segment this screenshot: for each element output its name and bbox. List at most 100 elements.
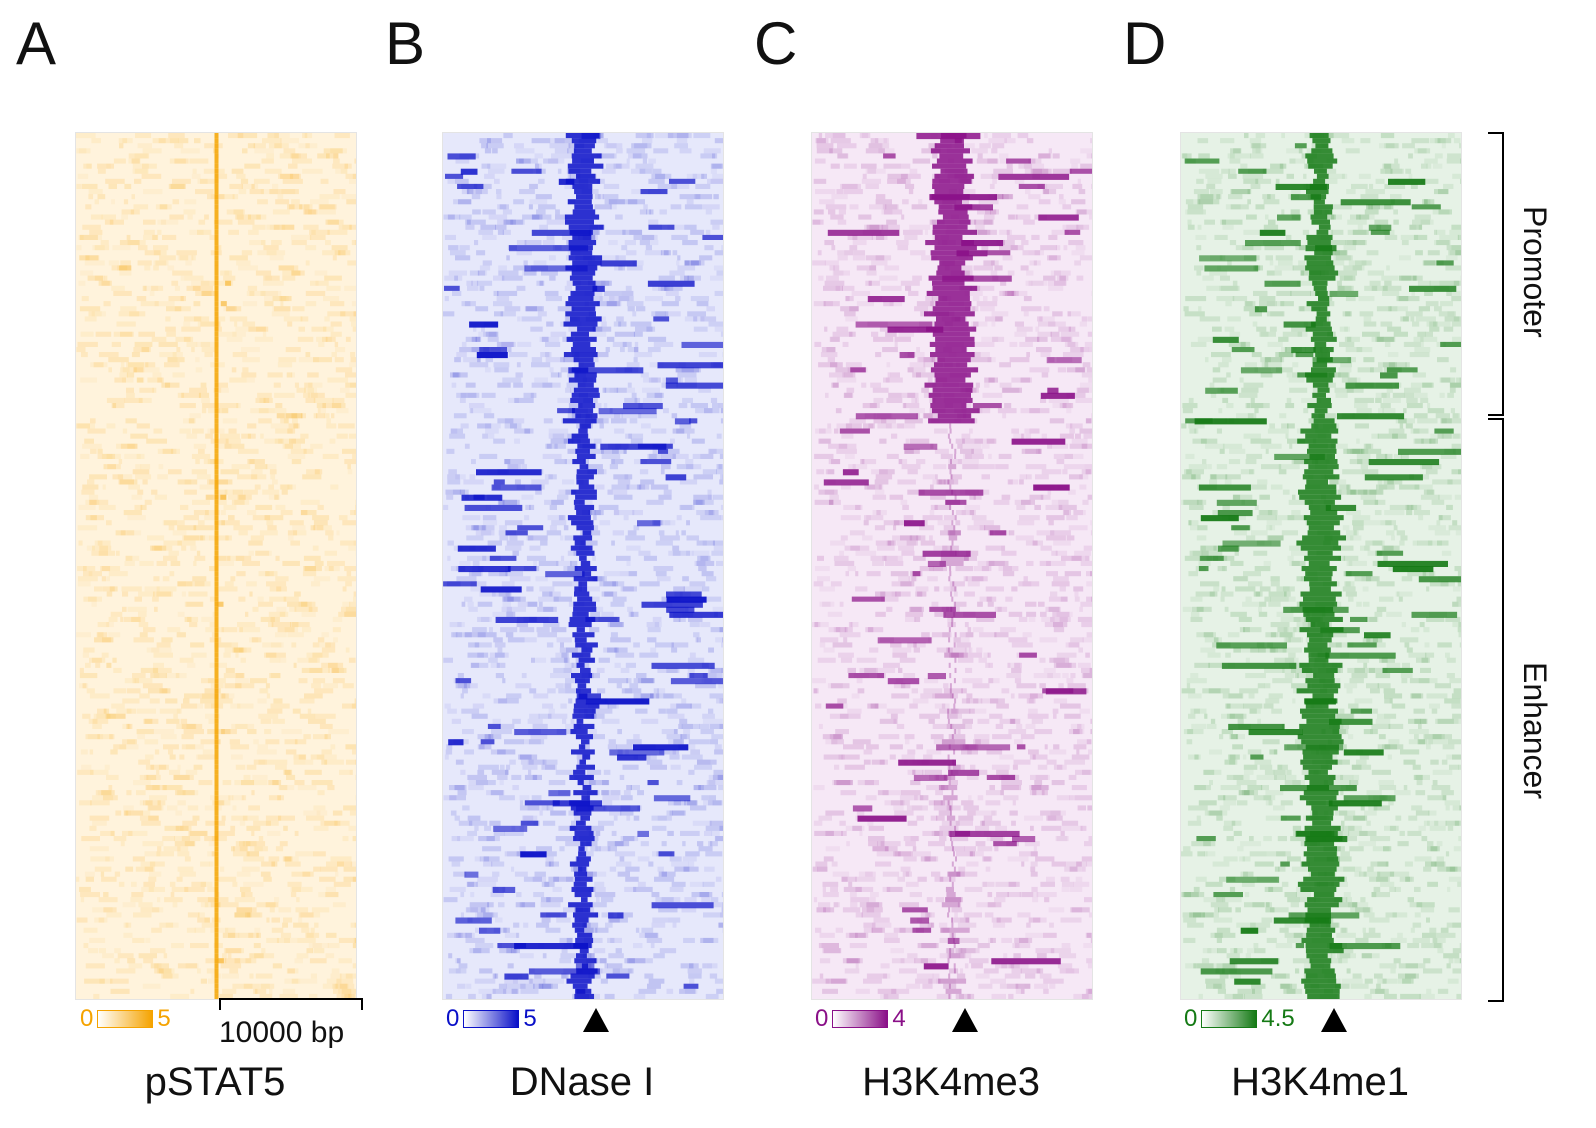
signal-speckle [818, 438, 831, 444]
signal-speckle [269, 224, 286, 230]
signal-speckle [990, 270, 998, 276]
signal-speckle [241, 780, 254, 786]
signal-speckle [285, 861, 301, 867]
signal-speckle [108, 183, 117, 189]
signal-speckle [187, 805, 199, 811]
signal-speckle [845, 296, 850, 302]
signal-speckle [542, 820, 556, 826]
signal-speckle [97, 622, 110, 628]
signal-speckle [1023, 311, 1029, 317]
signal-speckle [706, 306, 715, 312]
signal-speckle [1000, 627, 1016, 633]
signal-speckle [891, 581, 912, 587]
panel-letter-b: B [385, 10, 426, 77]
signal-speckle [548, 428, 569, 434]
signal-speckle [885, 377, 890, 383]
signal-speckle [706, 780, 716, 786]
signal-speckle [302, 571, 317, 577]
signal-speckle [122, 367, 130, 373]
signal-speckle [275, 504, 286, 510]
signal-speckle [157, 800, 161, 806]
signal-speckle [200, 382, 207, 388]
signal-speckle [461, 301, 476, 307]
signal-speckle [229, 377, 247, 383]
signal-speckle [539, 280, 545, 286]
signal-speckle [877, 545, 895, 551]
signal-speckle [879, 438, 887, 444]
signal-speckle [242, 357, 260, 363]
signal-speckle [98, 917, 105, 923]
signal-speckle [134, 178, 142, 184]
signal-speckle [265, 571, 270, 577]
signal-speckle [241, 433, 256, 439]
signal-speckle [258, 601, 273, 607]
signal-speckle [529, 978, 546, 984]
signal-speckle [132, 469, 150, 475]
signal-speckle [659, 535, 680, 541]
signal-speckle [272, 296, 289, 302]
signal-speckle [590, 846, 601, 852]
signal-speckle [313, 397, 334, 403]
signal-speckle [492, 973, 497, 979]
signal-speckle [181, 703, 198, 709]
signal-speckle [608, 917, 620, 923]
signal-speckle [498, 698, 519, 704]
signal-speckle [540, 902, 561, 908]
signal-speckle [310, 927, 315, 933]
signal-speckle [1077, 178, 1081, 184]
signal-speckle [134, 504, 143, 510]
signal-speckle [348, 545, 358, 551]
signal-speckle [144, 250, 161, 256]
signal-speckle [168, 550, 179, 556]
signal-speckle [516, 932, 520, 938]
signal-speckle [194, 555, 206, 561]
signal-streak [600, 260, 637, 267]
signal-speckle [144, 866, 155, 872]
signal-streak [637, 443, 673, 449]
signal-speckle [1025, 448, 1041, 454]
signal-speckle [323, 148, 343, 154]
signal-speckle [157, 229, 162, 235]
signal-speckle [112, 245, 131, 251]
signal-speckle [263, 275, 280, 281]
signal-speckle [481, 525, 495, 531]
signal-speckle [134, 596, 142, 602]
signal-speckle [538, 601, 543, 607]
signal-speckle [220, 469, 240, 475]
signal-speckle [698, 785, 717, 791]
signal-speckle [871, 234, 888, 240]
signal-speckle [332, 616, 343, 622]
signal-speckle [709, 723, 730, 729]
signal-speckle [909, 224, 931, 230]
signal-speckle [619, 571, 637, 577]
signal-speckle [326, 861, 344, 867]
signal-speckle [279, 785, 288, 791]
signal-speckle [177, 866, 194, 872]
signal-speckle [239, 627, 261, 633]
signal-center [932, 331, 970, 337]
signal-speckle [665, 290, 679, 296]
signal-speckle [933, 566, 947, 572]
signal-speckle [193, 560, 197, 566]
signal-speckle [1022, 581, 1032, 587]
signal-speckle [177, 790, 186, 796]
signal-speckle [117, 474, 133, 480]
signal-speckle [106, 163, 111, 169]
signal-speckle [687, 667, 695, 673]
signal-speckle [682, 841, 686, 847]
signal-speckle [342, 683, 354, 689]
signal-speckle [352, 943, 371, 949]
signal-speckle [179, 871, 196, 877]
signal-speckle [325, 886, 336, 892]
signal-speckle [721, 642, 742, 648]
signal-center [214, 148, 219, 154]
signal-speckle [693, 785, 701, 791]
signal-speckle [253, 943, 261, 949]
signal-speckle [703, 937, 719, 943]
signal-speckle [705, 825, 724, 831]
signal-speckle [127, 606, 147, 612]
signal-speckle [163, 520, 185, 526]
signal-speckle [247, 423, 257, 429]
signal-speckle [184, 886, 205, 892]
signal-speckle [487, 902, 494, 908]
